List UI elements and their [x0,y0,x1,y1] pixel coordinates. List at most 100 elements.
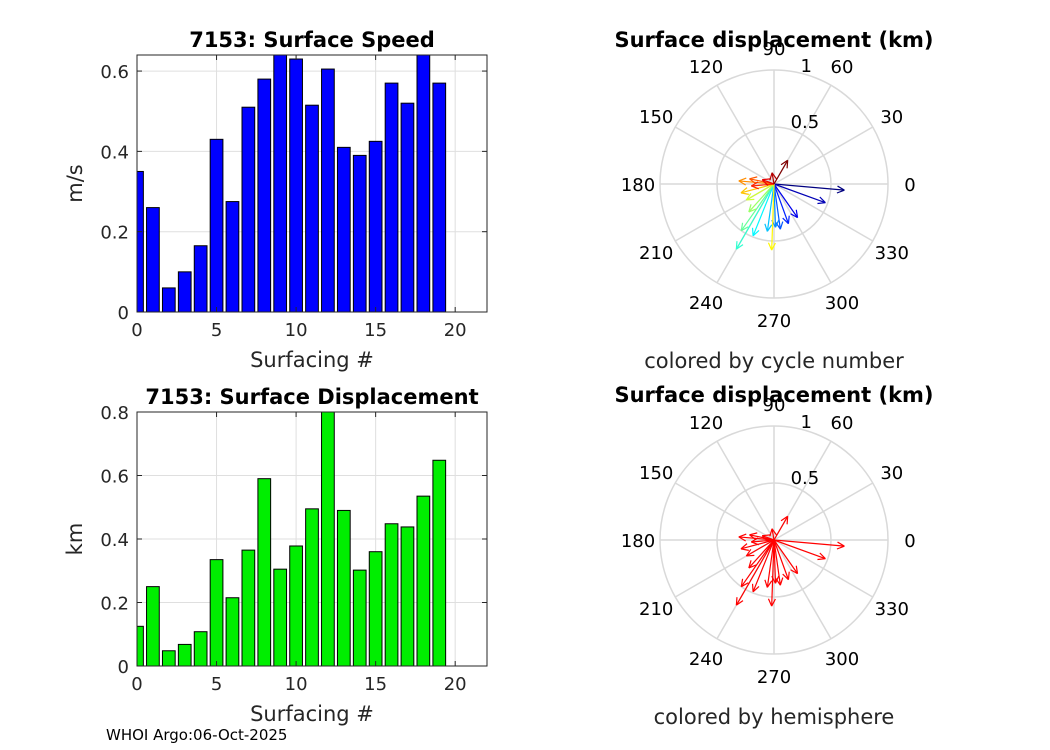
arrow-head [790,569,798,575]
arrow-head [751,541,759,546]
arrow-head [786,516,789,525]
arrow-head [767,242,773,251]
displacement-arrow [735,183,775,250]
arrow-head [836,545,845,550]
displacement-arrow [740,539,775,588]
arrow-head [748,560,752,569]
arrow-head [782,573,789,581]
arrow-head [738,533,747,538]
arrow-head [769,172,773,181]
x-tick-label: 5 [211,674,222,695]
arrow-head [751,583,754,592]
arrow-head [748,204,752,213]
bar [257,478,272,667]
bar [400,526,415,667]
chart-caption: colored by hemisphere [654,705,895,729]
bar [257,78,272,313]
arrow-head [740,543,748,550]
arrow-head [762,178,771,181]
bar [161,650,176,667]
bar [273,54,288,313]
bar [225,597,240,667]
y-tick-label: 0.6 [100,62,129,83]
arrow-head [837,541,845,547]
arrow-head [771,242,776,251]
displacement-arrow [771,172,775,185]
arrow-head [817,558,826,561]
angle-tick-label: 0 [904,175,915,196]
arrow-head [766,580,773,588]
angle-tick-label: 210 [639,599,673,620]
arrow-head [751,185,759,190]
displacement-arrow [748,539,775,569]
displacement-arrow [773,183,845,191]
y-tick-label: 0.8 [100,403,129,424]
bar [432,82,447,313]
polar-ring [716,482,832,598]
radial-tick-label: 0.5 [791,112,820,133]
arrow-head [764,579,768,588]
bar [321,68,335,313]
arrow-head [736,600,744,606]
displacement-arrow [751,183,775,187]
arrow-head [787,215,790,224]
displacement-arrow [773,539,826,560]
angle-tick-label: 60 [831,57,854,78]
bar [273,568,288,667]
angle-tick-label: 0 [904,531,915,552]
displacement-arrow [752,539,775,593]
arrow-head [748,564,757,569]
displacement-arrow [773,183,789,224]
bar [289,58,303,313]
arrow-head [836,189,845,194]
bar [305,104,319,313]
x-tick-label: 15 [364,674,387,695]
displacement-arrow [773,539,799,574]
bar [209,138,224,313]
y-tick-label: 0 [118,303,129,324]
arrow-head [774,219,780,228]
arrow-head [787,571,790,580]
displacement-arrow [746,539,775,557]
bar [432,459,447,667]
arrow-head [745,193,752,201]
arrow-head [771,598,776,607]
arrow-head [738,536,746,542]
bar [146,207,160,313]
displacement-arrow [752,183,775,237]
angle-tick-label: 270 [757,667,791,688]
footer-stamp: WHOI Argo:06-Oct-2025 [106,726,288,744]
bar [193,245,208,313]
angle-tick-label: 30 [880,107,903,128]
displacement-arrow [773,183,781,230]
angle-tick-label: 330 [875,243,909,264]
bar [384,82,399,313]
y-tick-label: 0.2 [100,223,129,244]
bar [289,545,303,667]
displacement-arrow [773,183,799,218]
displacement-arrow [773,183,826,204]
y-tick-label: 0.4 [100,530,129,551]
arrow-head [741,226,749,232]
angle-tick-label: 30 [880,463,903,484]
displacement-arrow [773,539,789,580]
angle-tick-label: 120 [689,57,723,78]
displacement-arrow [773,160,789,185]
displacement-arrow [766,183,775,232]
x-tick-label: 5 [211,320,222,341]
bar [384,523,399,667]
arrow-head [762,534,771,537]
bar [368,140,383,313]
bar [336,146,351,313]
arrow-head [740,222,744,231]
angle-tick-label: 240 [689,649,723,670]
angle-tick-label: 150 [639,107,673,128]
angle-tick-label: 120 [689,413,723,434]
bar [336,509,351,667]
arrow-head [817,202,826,205]
displacement-arrow [771,539,775,607]
arrow-head [771,172,778,180]
arrow-head [780,159,789,166]
bar [146,586,160,667]
